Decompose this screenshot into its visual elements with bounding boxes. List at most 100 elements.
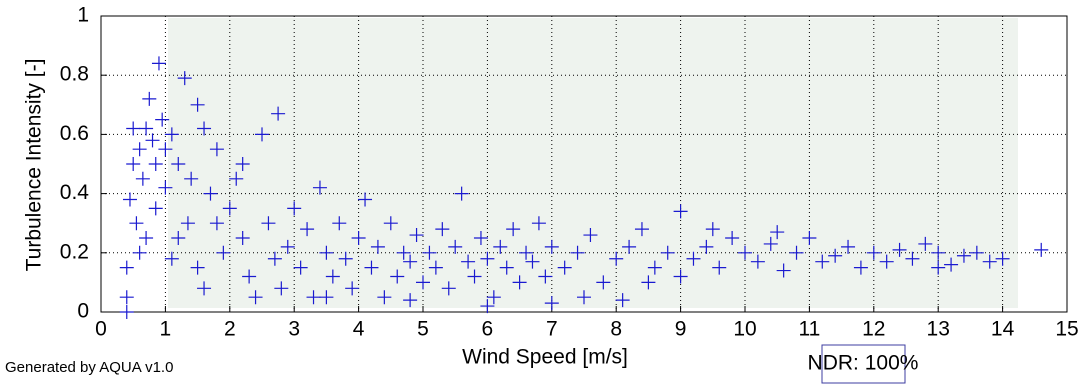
point <box>956 248 971 263</box>
point <box>190 260 205 275</box>
point <box>351 231 366 245</box>
point <box>583 228 598 243</box>
point <box>480 299 495 314</box>
y-tick-label: 1 <box>77 4 89 27</box>
point <box>544 296 559 311</box>
point <box>390 269 405 284</box>
point <box>802 231 817 245</box>
x-tick-label: 1 <box>160 318 172 341</box>
point <box>609 251 624 266</box>
point <box>673 269 688 284</box>
x-tick-label: 13 <box>927 318 950 341</box>
x-tick-label: 6 <box>482 318 494 341</box>
x-tick-label: 9 <box>675 318 687 341</box>
y-tick-label: 0.6 <box>60 122 89 145</box>
point <box>184 171 199 186</box>
point <box>841 239 856 254</box>
point <box>132 142 147 157</box>
point <box>622 239 637 254</box>
point <box>119 290 134 305</box>
point <box>995 251 1010 266</box>
point <box>506 222 521 237</box>
point <box>428 260 443 275</box>
point <box>151 56 166 71</box>
point <box>358 192 373 207</box>
point <box>403 254 418 269</box>
annotation: NDR: 100% <box>808 352 919 375</box>
point <box>242 269 257 284</box>
point <box>905 251 920 266</box>
x-tick-label: 14 <box>991 318 1015 341</box>
point <box>164 127 179 142</box>
x-tick-label: 3 <box>288 318 300 341</box>
x-axis-label: Wind Speed [m/s] <box>462 346 628 369</box>
point <box>396 245 411 260</box>
point <box>660 245 675 260</box>
point <box>461 254 476 269</box>
point <box>139 231 154 245</box>
point <box>725 231 740 245</box>
point <box>235 231 250 245</box>
point <box>815 254 830 269</box>
point <box>918 236 933 251</box>
axes-box <box>100 15 1068 313</box>
annotation-box <box>821 344 906 384</box>
point <box>122 192 137 207</box>
point <box>738 245 752 260</box>
point <box>892 242 907 257</box>
x-tick-label: 11 <box>798 318 820 341</box>
x-tick-label: 2 <box>224 318 236 341</box>
point <box>312 180 327 195</box>
point <box>119 305 134 319</box>
point <box>180 216 195 231</box>
point <box>577 290 591 305</box>
point <box>287 201 302 216</box>
point <box>931 260 946 275</box>
point <box>538 269 553 284</box>
point <box>293 260 308 275</box>
point <box>148 201 163 216</box>
point <box>499 260 514 275</box>
point <box>267 251 282 266</box>
point <box>480 251 495 266</box>
point <box>255 127 269 142</box>
point <box>158 180 173 195</box>
point <box>763 236 778 251</box>
point <box>931 245 946 260</box>
point <box>364 260 379 275</box>
point <box>319 290 334 305</box>
point <box>969 245 984 260</box>
point <box>519 245 534 260</box>
point <box>235 157 250 171</box>
point <box>248 290 263 305</box>
y-axis-label: Turbulence Intensity [-] <box>23 59 46 272</box>
point <box>126 121 141 136</box>
point <box>119 260 134 275</box>
x-tick-label: 4 <box>353 318 365 341</box>
point <box>699 239 714 254</box>
point <box>467 269 482 284</box>
point <box>229 171 244 186</box>
point <box>300 222 315 237</box>
point <box>448 239 463 254</box>
point <box>409 228 424 243</box>
point <box>493 239 508 254</box>
point <box>126 157 141 171</box>
point <box>557 260 572 275</box>
point <box>441 281 456 296</box>
point <box>216 245 231 260</box>
point <box>866 245 881 260</box>
point <box>271 106 286 121</box>
point <box>171 231 186 245</box>
point <box>261 216 276 231</box>
point <box>686 251 701 266</box>
x-tick-label: 7 <box>546 318 558 341</box>
point <box>383 216 398 231</box>
point <box>222 201 237 216</box>
point <box>473 231 488 245</box>
point <box>828 248 843 263</box>
footer: Generated by AQUA v1.0 <box>5 359 173 376</box>
point <box>177 71 192 86</box>
